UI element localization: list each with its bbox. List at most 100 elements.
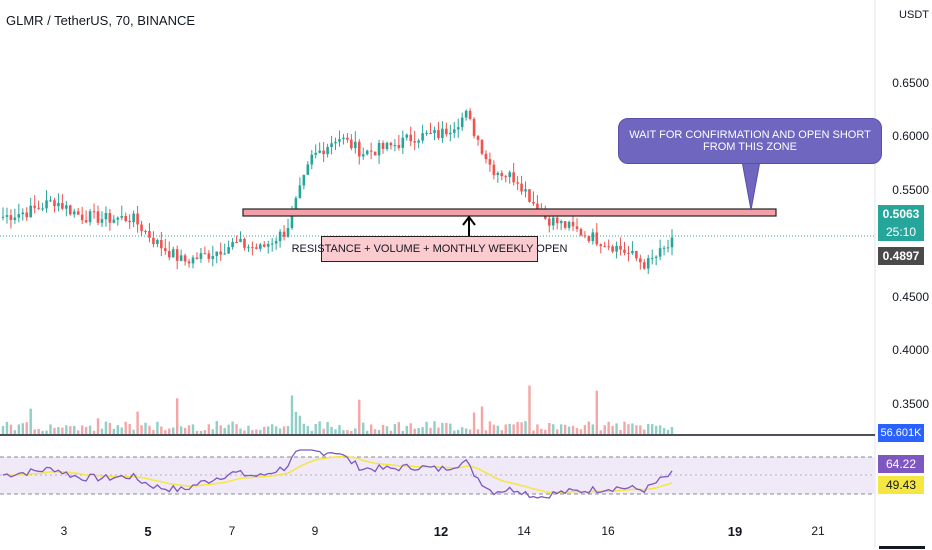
volume-bars-group: [1, 385, 674, 434]
volume-bar: [480, 406, 484, 434]
candle-body: [484, 153, 488, 160]
candle-body: [397, 145, 401, 148]
candle-body: [41, 208, 44, 210]
volume-bar: [152, 430, 155, 434]
candle-body: [84, 220, 88, 223]
candle-body: [666, 247, 670, 249]
candle-body: [160, 239, 163, 249]
volume-bar: [559, 424, 563, 434]
candle-body: [274, 241, 278, 244]
candle-body: [496, 172, 500, 176]
volume-bar: [520, 422, 523, 434]
candle-body: [314, 152, 318, 155]
volume-bar: [631, 423, 634, 434]
time-label-7: 7: [228, 524, 236, 538]
volume-bar: [504, 424, 507, 434]
volume-bar: [73, 425, 76, 434]
candle-body: [243, 238, 246, 248]
candle-body: [61, 203, 64, 209]
candle-body: [207, 253, 211, 259]
volume-bar: [484, 430, 488, 434]
volume-bar: [219, 425, 222, 434]
candle-body: [223, 253, 226, 255]
time-label-9: 9: [311, 524, 319, 538]
short-zone-callout[interactable]: WAIT FOR CONFIRMATION AND OPEN SHORT FRO…: [618, 118, 882, 164]
volume-bar: [445, 422, 448, 434]
candle-body: [658, 248, 662, 257]
volume-bar: [666, 430, 670, 434]
resistance-zone[interactable]: [242, 208, 777, 217]
candle-body: [96, 211, 100, 223]
volume-bar: [294, 411, 298, 434]
candle-body: [500, 172, 504, 177]
volume-bar: [199, 430, 203, 434]
candle-body: [528, 189, 531, 202]
candle-body: [326, 146, 329, 155]
volume-bar: [21, 423, 24, 434]
candle-body: [377, 142, 381, 156]
volume-bar: [496, 425, 500, 434]
candle-body: [322, 150, 325, 155]
candle-body: [559, 221, 563, 224]
candle-body: [334, 141, 337, 144]
candle-body: [100, 219, 104, 223]
candle-body: [298, 185, 302, 199]
volume-bar: [623, 421, 626, 434]
rsi-value-badge: 64.22: [878, 455, 924, 473]
volume-bar: [172, 427, 175, 434]
candle-body: [68, 205, 72, 215]
candle-body: [9, 215, 13, 221]
candle-body: [615, 245, 618, 252]
candle-body: [278, 231, 282, 242]
volume-bar: [128, 423, 131, 434]
volume-bar: [203, 430, 207, 434]
candle-body: [211, 256, 215, 259]
volume-bar: [112, 428, 116, 434]
candle-body: [302, 174, 306, 186]
resistance-label[interactable]: RESISTANCE + VOLUME + MONTHLY WEEKLY OPE…: [292, 236, 567, 262]
volume-bar: [457, 429, 460, 434]
candle-body: [306, 164, 310, 175]
volume-bar: [263, 426, 266, 434]
volume-bar: [575, 428, 579, 434]
candle-body: [148, 231, 151, 238]
candle-body: [175, 249, 179, 261]
volume-bar: [326, 421, 329, 434]
volume-bar: [207, 424, 211, 434]
candle-body: [183, 255, 187, 262]
volume-bar: [658, 425, 662, 434]
candle-body: [654, 256, 658, 258]
candle-body: [575, 226, 579, 229]
candle-body: [350, 139, 353, 149]
candle-body: [338, 139, 341, 142]
candle-body: [635, 251, 638, 259]
time-label-12: 12: [433, 524, 449, 539]
candle-body: [49, 200, 52, 202]
candle-body: [460, 117, 464, 128]
candle-body: [227, 247, 230, 254]
volume-bar: [330, 426, 333, 434]
candle-body: [603, 246, 607, 248]
candle-body: [607, 246, 610, 248]
candle-body: [445, 128, 448, 135]
scroll-handle[interactable]: [879, 546, 925, 549]
volume-bar: [267, 426, 270, 434]
symbol-title[interactable]: GLMR / TetherUS, 70, BINANCE: [6, 13, 196, 28]
volume-bar: [124, 421, 127, 434]
volume-bar: [231, 421, 234, 434]
volume-bar: [381, 424, 385, 434]
candle-body: [191, 257, 195, 264]
candle-body: [120, 216, 124, 218]
candle-body: [104, 213, 108, 220]
volume-bar: [259, 429, 262, 434]
candle-body: [259, 244, 262, 249]
volume-bar: [49, 424, 52, 434]
volume-bar: [227, 424, 230, 434]
volume-bar: [615, 423, 618, 434]
time-label-19: 19: [727, 524, 743, 539]
volume-bar: [603, 425, 606, 434]
volume-bar: [643, 429, 646, 434]
candle-body: [290, 210, 294, 229]
volume-bar: [235, 424, 238, 434]
